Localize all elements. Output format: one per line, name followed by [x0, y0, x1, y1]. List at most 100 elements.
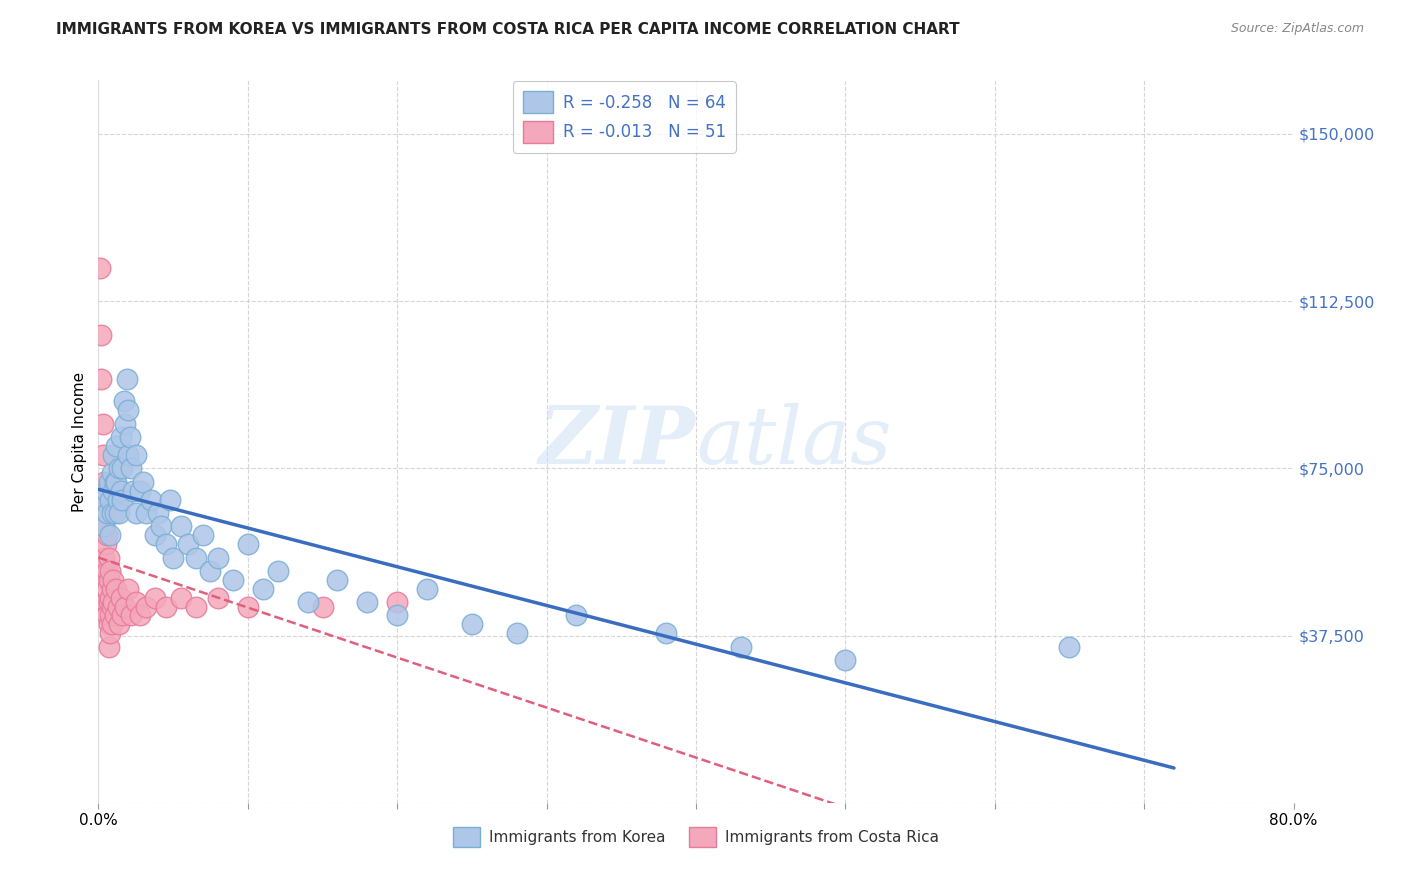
- Point: [184, 599, 207, 614]
- Point: [222, 573, 245, 587]
- Point: [129, 608, 152, 623]
- Point: [97, 550, 120, 565]
- Point: [129, 483, 152, 498]
- Point: [461, 617, 484, 632]
- Point: [105, 582, 128, 596]
- Point: [169, 519, 191, 533]
- Point: [107, 492, 129, 507]
- Point: [101, 582, 124, 596]
- Point: [110, 430, 132, 444]
- Point: [200, 564, 222, 578]
- Point: [125, 595, 148, 609]
- Point: [94, 483, 117, 498]
- Point: [91, 492, 114, 507]
- Point: [125, 448, 148, 462]
- Point: [108, 461, 131, 475]
- Point: [108, 506, 131, 520]
- Point: [120, 461, 142, 475]
- Point: [97, 475, 120, 489]
- Point: [93, 519, 115, 533]
- Point: [117, 448, 139, 462]
- Point: [155, 599, 177, 614]
- Point: [110, 483, 132, 498]
- Point: [96, 506, 118, 520]
- Point: [101, 506, 124, 520]
- Point: [416, 582, 439, 596]
- Point: [834, 653, 856, 667]
- Point: [730, 640, 752, 654]
- Point: [207, 550, 229, 565]
- Point: [125, 506, 148, 520]
- Point: [111, 492, 134, 507]
- Point: [103, 448, 125, 462]
- Point: [177, 537, 200, 551]
- Point: [191, 528, 214, 542]
- Point: [143, 528, 166, 542]
- Point: [97, 573, 120, 587]
- Point: [104, 608, 127, 623]
- Point: [96, 564, 118, 578]
- Point: [97, 640, 120, 654]
- Point: [94, 595, 117, 609]
- Point: [135, 599, 157, 614]
- Point: [112, 394, 135, 409]
- Point: [159, 492, 181, 507]
- Point: [169, 591, 191, 605]
- Point: [103, 573, 125, 587]
- Point: [96, 608, 118, 623]
- Point: [107, 599, 129, 614]
- Point: [114, 417, 136, 431]
- Point: [101, 599, 124, 614]
- Point: [103, 595, 125, 609]
- Point: [385, 595, 409, 609]
- Point: [120, 608, 142, 623]
- Point: [98, 492, 122, 507]
- Point: [114, 599, 136, 614]
- Point: [117, 403, 139, 417]
- Point: [118, 430, 141, 444]
- Point: [103, 483, 125, 498]
- Point: [93, 475, 115, 489]
- Point: [101, 617, 124, 632]
- Point: [97, 617, 120, 632]
- Point: [93, 519, 115, 533]
- Point: [1059, 640, 1081, 654]
- Point: [236, 599, 259, 614]
- Point: [311, 599, 333, 614]
- Point: [115, 372, 138, 386]
- Point: [139, 492, 162, 507]
- Point: [148, 506, 170, 520]
- Point: [236, 537, 259, 551]
- Point: [91, 448, 114, 462]
- Point: [93, 550, 115, 565]
- Point: [90, 327, 112, 342]
- Legend: Immigrants from Korea, Immigrants from Costa Rica: Immigrants from Korea, Immigrants from C…: [447, 822, 945, 853]
- Point: [91, 492, 114, 507]
- Point: [267, 564, 290, 578]
- Point: [104, 475, 127, 489]
- Point: [98, 608, 122, 623]
- Point: [94, 506, 117, 520]
- Point: [117, 582, 139, 596]
- Text: atlas: atlas: [696, 403, 891, 480]
- Point: [655, 626, 678, 640]
- Point: [326, 573, 349, 587]
- Point: [297, 595, 319, 609]
- Point: [121, 483, 143, 498]
- Point: [91, 417, 114, 431]
- Point: [101, 466, 124, 480]
- Point: [104, 506, 127, 520]
- Point: [135, 506, 157, 520]
- Point: [90, 372, 112, 386]
- Point: [105, 475, 128, 489]
- Point: [132, 475, 155, 489]
- Point: [565, 608, 588, 623]
- Point: [98, 528, 122, 542]
- Point: [252, 582, 274, 596]
- Point: [98, 591, 122, 605]
- Y-axis label: Per Capita Income: Per Capita Income: [72, 371, 87, 512]
- Point: [98, 564, 122, 578]
- Point: [184, 550, 207, 565]
- Point: [108, 617, 131, 632]
- Text: Source: ZipAtlas.com: Source: ZipAtlas.com: [1230, 22, 1364, 36]
